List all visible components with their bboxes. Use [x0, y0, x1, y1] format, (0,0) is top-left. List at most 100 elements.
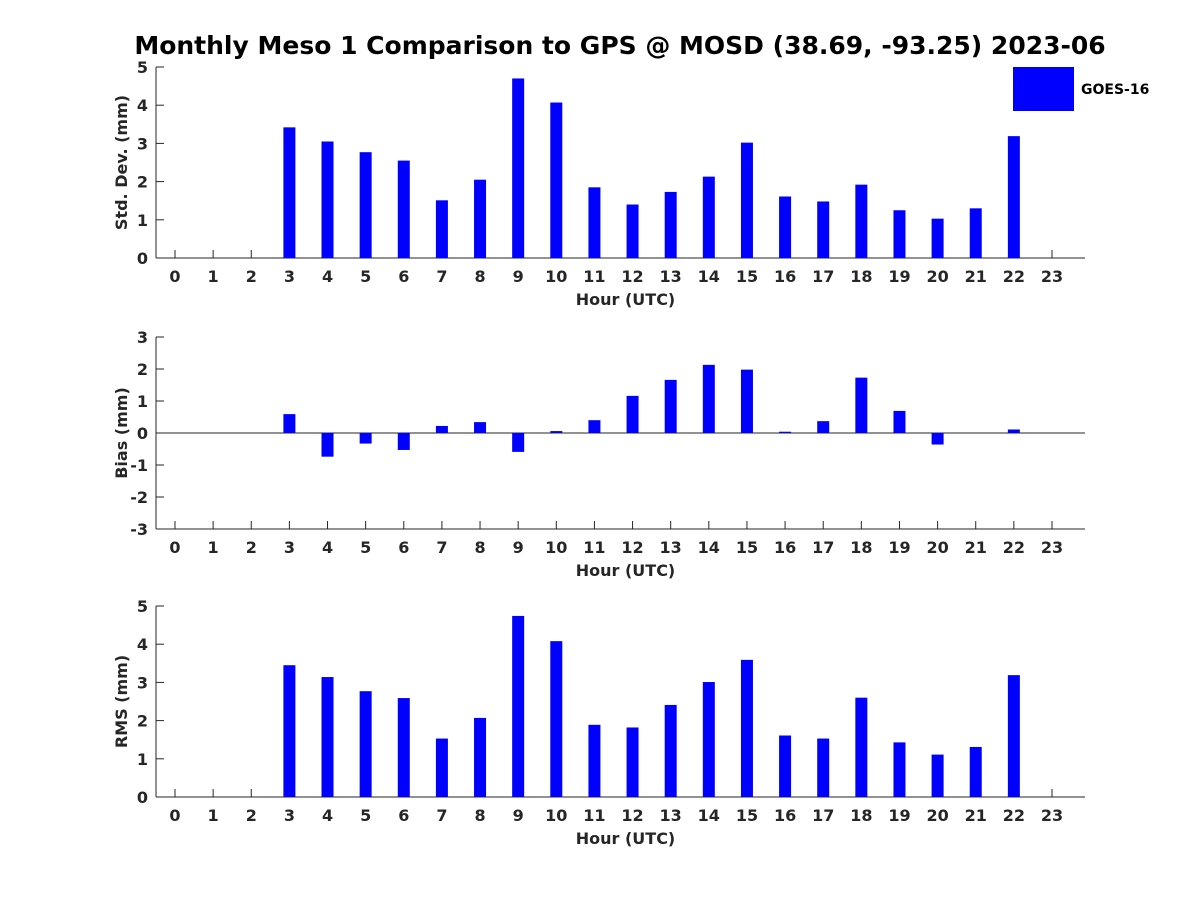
- x-tick-label: 17: [812, 806, 834, 825]
- x-tick-label: 5: [360, 267, 371, 286]
- x-tick-label: 23: [1041, 806, 1063, 825]
- x-tick-label: 9: [513, 806, 524, 825]
- bar-hour-17: [817, 201, 830, 258]
- bar-hour-20: [931, 433, 944, 445]
- bar-hour-4: [321, 433, 334, 457]
- x-tick-label: 18: [850, 267, 872, 286]
- x-tick-label: 12: [621, 267, 643, 286]
- x-tick-label: 18: [850, 538, 872, 557]
- x-tick-label: 19: [888, 806, 910, 825]
- bar-hour-11: [588, 724, 601, 797]
- x-tick-label: 17: [812, 538, 834, 557]
- bar-hour-16: [779, 735, 792, 797]
- bar-hour-21: [969, 746, 982, 797]
- bar-hour-18: [855, 377, 868, 433]
- x-tick-label: 4: [322, 267, 333, 286]
- bar-hour-15: [740, 369, 753, 433]
- bar-hour-7: [435, 425, 448, 433]
- x-tick-label: 4: [322, 538, 333, 557]
- bar-hour-19: [893, 210, 906, 258]
- x-tick-label: 15: [736, 267, 758, 286]
- bar-hour-12: [626, 204, 639, 258]
- x-tick-label: 2: [246, 267, 257, 286]
- bar-hour-22: [1007, 136, 1020, 258]
- x-tick-label: 23: [1041, 267, 1063, 286]
- bar-hour-13: [664, 704, 677, 797]
- y-tick-label: 4: [137, 635, 148, 654]
- bar-hour-22: [1007, 429, 1020, 433]
- bar-hour-4: [321, 677, 334, 797]
- x-tick-label: 2: [246, 538, 257, 557]
- bar-hour-8: [474, 179, 487, 258]
- bar-hour-17: [817, 738, 830, 797]
- y-tick-label: -2: [130, 488, 148, 507]
- bar-hour-11: [588, 420, 601, 433]
- x-tick-label: 4: [322, 806, 333, 825]
- y-tick-label: 2: [137, 712, 148, 731]
- bar-hour-14: [702, 364, 715, 433]
- bar-hour-13: [664, 379, 677, 433]
- y-tick-label: 1: [137, 392, 148, 411]
- bar-hour-10: [550, 641, 563, 797]
- x-tick-label: 5: [360, 806, 371, 825]
- x-tick-label: 21: [965, 806, 987, 825]
- y-tick-label: 5: [137, 58, 148, 77]
- x-tick-label: 11: [583, 538, 605, 557]
- x-tick-label: 3: [284, 806, 295, 825]
- x-tick-label: 6: [398, 267, 409, 286]
- x-tick-label: 1: [208, 806, 219, 825]
- x-tick-label: 11: [583, 806, 605, 825]
- bar-hour-3: [283, 414, 296, 433]
- x-tick-label: 16: [774, 267, 796, 286]
- x-tick-label: 7: [436, 267, 447, 286]
- x-tick-label: 14: [698, 806, 720, 825]
- bar-hour-18: [855, 184, 868, 258]
- x-tick-label: 10: [545, 267, 567, 286]
- bar-hour-5: [359, 152, 372, 258]
- x-axis-label: Hour (UTC): [576, 829, 676, 848]
- bar-hour-11: [588, 187, 601, 258]
- bar-hour-4: [321, 141, 334, 258]
- bar-hour-9: [512, 615, 525, 797]
- x-tick-label: 19: [888, 538, 910, 557]
- y-tick-label: 3: [137, 673, 148, 692]
- bar-hour-9: [512, 433, 525, 452]
- x-tick-label: 6: [398, 806, 409, 825]
- bar-hour-10: [550, 102, 563, 258]
- bar-hour-5: [359, 433, 372, 444]
- x-tick-label: 9: [513, 267, 524, 286]
- x-tick-label: 0: [169, 538, 180, 557]
- y-axis-label: RMS (mm): [112, 655, 131, 748]
- x-tick-label: 12: [621, 538, 643, 557]
- y-axis-label: Std. Dev. (mm): [112, 95, 131, 230]
- bar-hour-5: [359, 691, 372, 797]
- y-tick-label: 0: [137, 788, 148, 807]
- x-tick-label: 19: [888, 267, 910, 286]
- legend: GOES-16: [1013, 67, 1149, 111]
- bar-hour-20: [931, 754, 944, 797]
- x-tick-label: 11: [583, 267, 605, 286]
- x-tick-label: 13: [660, 806, 682, 825]
- bar-hour-15: [740, 142, 753, 258]
- bar-hour-17: [817, 421, 830, 433]
- x-tick-label: 1: [208, 267, 219, 286]
- x-axis-label: Hour (UTC): [576, 561, 676, 580]
- x-tick-label: 14: [698, 267, 720, 286]
- x-tick-label: 20: [926, 806, 948, 825]
- bar-hour-21: [969, 208, 982, 258]
- legend-swatch: [1013, 67, 1074, 111]
- x-tick-label: 21: [965, 267, 987, 286]
- x-tick-label: 3: [284, 267, 295, 286]
- y-tick-label: 2: [137, 173, 148, 192]
- x-tick-label: 14: [698, 538, 720, 557]
- x-tick-label: 8: [474, 806, 485, 825]
- y-tick-label: 1: [137, 211, 148, 230]
- bar-hour-3: [283, 665, 296, 797]
- y-tick-label: -3: [130, 520, 148, 539]
- bar-hour-14: [702, 176, 715, 258]
- y-tick-label: 0: [137, 249, 148, 268]
